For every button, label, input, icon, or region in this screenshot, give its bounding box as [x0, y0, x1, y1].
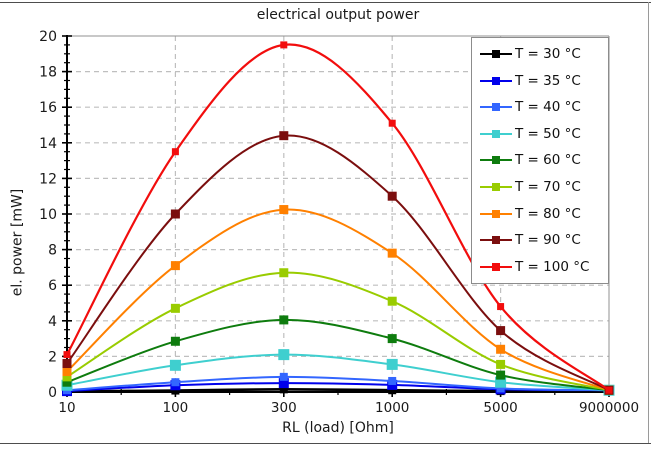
y-tick-label: 14	[39, 136, 57, 152]
legend-label: T = 80 °C	[515, 205, 581, 222]
legend-item: T = 100 °C	[479, 259, 608, 275]
y-tick-label: 2	[48, 349, 57, 365]
x-tick-label: 1000	[375, 400, 409, 416]
data-point-marker	[280, 41, 288, 49]
series-line	[66, 353, 610, 392]
x-tick-label: 5000	[483, 400, 517, 416]
data-point-marker	[171, 148, 179, 156]
data-point-marker	[388, 376, 397, 385]
data-point-marker	[62, 359, 72, 369]
x-tick-label: 100	[163, 400, 189, 416]
data-point-marker	[170, 261, 180, 271]
legend-item: T = 80 °C	[479, 206, 608, 222]
legend-item: T = 60 °C	[479, 152, 608, 168]
legend-marker-icon	[480, 103, 512, 112]
legend: T = 30 °C T = 35 °C T = 40 °C T = 50 °C T = …	[471, 37, 609, 284]
legend-marker-icon	[480, 209, 512, 218]
data-point-marker	[497, 303, 505, 311]
data-point-marker	[278, 378, 289, 389]
chart-title: electrical output power	[256, 7, 420, 23]
y-tick-label: 0	[48, 385, 57, 401]
data-point-marker	[279, 268, 289, 278]
legend-item: T = 70 °C	[479, 179, 608, 195]
data-point-marker	[170, 209, 180, 219]
window-border-top	[0, 2, 651, 3]
y-tick-label: 8	[48, 243, 57, 259]
y-tick-label: 18	[39, 65, 57, 81]
legend-label: T = 40 °C	[515, 99, 581, 116]
legend-marker-icon	[480, 262, 512, 271]
legend-label: T = 35 °C	[515, 72, 581, 89]
x-tick-label: 9000000	[579, 400, 639, 416]
data-point-marker	[605, 386, 613, 394]
x-axis-label: RL (load) [Ohm]	[282, 420, 394, 436]
legend-label: T = 30 °C	[515, 46, 581, 63]
y-tick-label: 16	[39, 100, 57, 116]
data-point-marker	[387, 296, 397, 306]
legend-label: T = 60 °C	[515, 152, 581, 169]
data-point-marker	[496, 384, 505, 393]
data-point-marker	[279, 315, 289, 325]
data-point-marker	[62, 377, 72, 387]
data-point-marker	[170, 303, 180, 313]
data-point-marker	[278, 349, 290, 361]
data-point-marker	[496, 326, 506, 336]
data-point-marker	[171, 386, 180, 395]
data-point-marker	[279, 372, 288, 381]
data-point-marker	[387, 248, 397, 258]
y-tick-label: 4	[48, 314, 57, 330]
data-point-marker	[63, 351, 71, 359]
series-line	[66, 318, 610, 392]
y-tick-label: 6	[48, 278, 57, 294]
window-border-bottom	[0, 443, 651, 444]
window-border-right	[648, 2, 649, 443]
data-point-marker	[279, 385, 288, 394]
data-point-marker	[62, 367, 72, 377]
series-line	[66, 134, 610, 392]
data-point-marker	[496, 370, 506, 380]
legend-marker-icon	[480, 129, 512, 138]
data-point-marker	[387, 191, 397, 201]
series-line	[66, 387, 610, 393]
legend-marker-icon	[480, 236, 512, 245]
legend-item: T = 30 °C	[479, 46, 608, 62]
legend-item: T = 50 °C	[479, 126, 608, 142]
legend-label: T = 90 °C	[515, 232, 581, 249]
data-point-marker	[62, 372, 72, 382]
data-point-marker	[386, 358, 398, 370]
legend-item: T = 90 °C	[479, 232, 608, 248]
data-point-marker	[279, 205, 289, 215]
legend-marker-icon	[480, 156, 512, 165]
legend-marker-icon	[480, 183, 512, 191]
series-line	[66, 375, 610, 392]
x-tick-label: 300	[271, 400, 297, 416]
legend-label: T = 50 °C	[515, 125, 581, 142]
y-tick-label: 10	[39, 207, 57, 223]
legend-item: T = 35 °C	[479, 73, 608, 89]
legend-label: T = 100 °C	[515, 258, 590, 275]
data-point-marker	[279, 131, 289, 141]
legend-item: T = 40 °C	[479, 99, 608, 115]
x-tick-label: 10	[58, 400, 75, 416]
data-point-marker	[388, 386, 397, 395]
data-point-marker	[388, 119, 396, 127]
legend-marker-icon	[480, 50, 512, 59]
y-axis-label: el. power [mW]	[9, 188, 26, 297]
data-point-marker	[170, 336, 180, 346]
legend-marker-icon	[480, 76, 512, 85]
legend-label: T = 70 °C	[515, 179, 581, 195]
data-point-marker	[495, 376, 507, 388]
data-point-marker	[171, 378, 180, 387]
data-point-marker	[496, 344, 506, 354]
series-line	[66, 271, 610, 392]
y-tick-label: 12	[39, 171, 57, 187]
y-tick-label: 20	[39, 29, 57, 45]
data-point-marker	[169, 359, 181, 371]
data-point-marker	[496, 359, 506, 369]
data-point-marker	[387, 334, 397, 344]
